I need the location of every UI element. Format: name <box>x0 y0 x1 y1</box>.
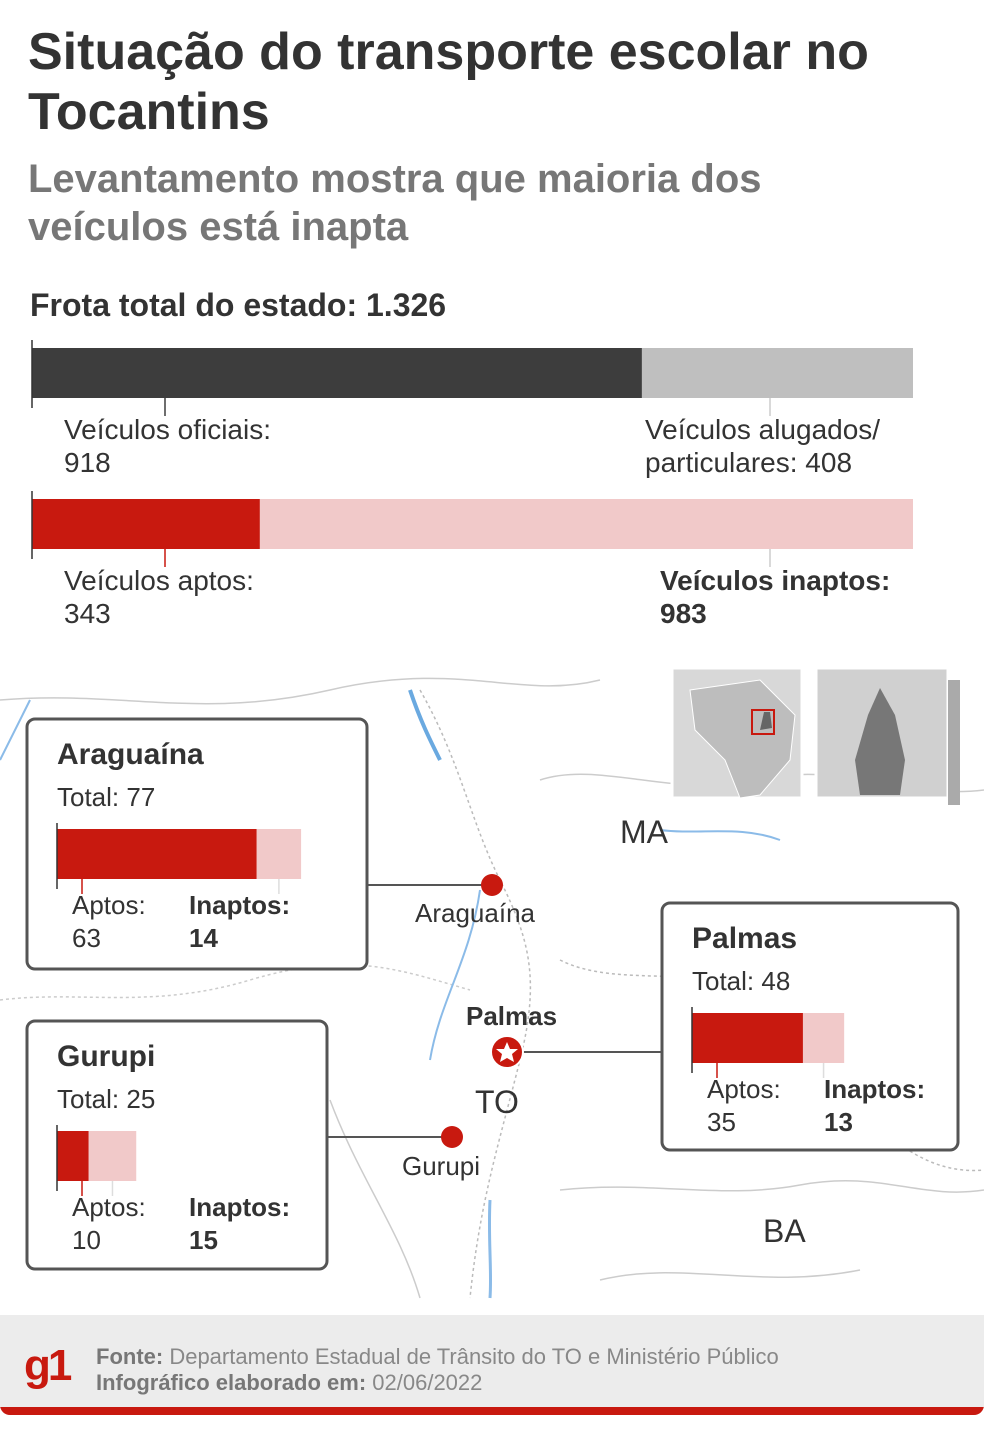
subtitle: Levantamento mostra que maioria dos veíc… <box>28 157 762 249</box>
city-box <box>25 1019 329 1271</box>
date-label: Infográfico elaborado em: <box>96 1370 366 1395</box>
segment-value: 983 <box>660 598 707 629</box>
logo: g1 <box>24 1341 72 1390</box>
city-name: Palmas <box>692 922 797 955</box>
aptos-label: Aptos: <box>72 890 146 920</box>
aptos-value: 10 <box>72 1225 101 1255</box>
footer-source: Fonte: Departamento Estadual de Trânsito… <box>96 1344 779 1369</box>
inaptos-label: Inaptos: <box>189 1192 290 1222</box>
capital-star <box>496 1042 518 1062</box>
fleet-bar-segment <box>259 499 914 549</box>
city-bar-inaptos <box>802 1013 845 1063</box>
fleet-label: Frota total do estado: 1.326 <box>30 287 446 323</box>
city-map-label: Araguaína <box>415 898 536 928</box>
locator-maps <box>670 666 960 805</box>
source-label: Fonte: <box>96 1344 163 1369</box>
city-total: Total: 48 <box>692 966 790 996</box>
city-marker <box>441 1126 463 1148</box>
segment-value: 918 <box>64 447 111 478</box>
city-bar-aptos <box>692 1013 803 1063</box>
total-label: Total: <box>57 1084 119 1114</box>
inaptos-label: Inaptos: <box>824 1074 925 1104</box>
segment-label: Veículos inaptos: <box>660 565 890 596</box>
inaptos-value: 14 <box>189 923 218 953</box>
source-text: Departamento Estadual de Trânsito do TO … <box>169 1344 778 1369</box>
total-label: Total: <box>692 966 754 996</box>
total-label: Total: <box>57 782 119 812</box>
city-marker <box>481 874 503 896</box>
segment-label-cont: particulares: 408 <box>645 447 852 478</box>
total-value: 25 <box>126 1084 155 1114</box>
inaptos-value: 13 <box>824 1107 853 1137</box>
segment-label: Veículos oficiais: <box>64 414 271 445</box>
city-name: Gurupi <box>57 1040 155 1073</box>
city-bar-aptos <box>57 829 257 879</box>
segment-label-text: Veículos alugados/ <box>645 414 880 445</box>
segment-label-text: particulares: <box>645 447 805 478</box>
title: Situação do transporte escolar no Tocant… <box>28 23 869 141</box>
city-bar-inaptos <box>88 1131 137 1181</box>
fleet-bar-segment <box>32 348 642 398</box>
map-region-label: BA <box>763 1213 806 1249</box>
city-map-label: Gurupi <box>402 1151 480 1181</box>
total-value: 77 <box>126 782 155 812</box>
city-map-label: Palmas <box>466 1001 557 1031</box>
inaptos-label: Inaptos: <box>189 890 290 920</box>
total-value: 48 <box>761 966 790 996</box>
segment-label: Veículos aptos: <box>64 565 254 596</box>
fleet-bar-segment <box>32 499 260 549</box>
segment-value: 343 <box>64 598 111 629</box>
aptos-value: 35 <box>707 1107 736 1137</box>
city-total: Total: 77 <box>57 782 155 812</box>
footer-date: Infográfico elaborado em: 02/06/2022 <box>96 1370 482 1395</box>
city-name: Araguaína <box>57 738 204 771</box>
footer <box>0 1315 984 1415</box>
aptos-label: Aptos: <box>72 1192 146 1222</box>
aptos-value: 63 <box>72 923 101 953</box>
aptos-label: Aptos: <box>707 1074 781 1104</box>
city-bar-aptos <box>57 1131 89 1181</box>
map-region-label: TO <box>475 1084 519 1120</box>
date-text: 02/06/2022 <box>372 1370 482 1395</box>
segment-value: 408 <box>805 447 852 478</box>
inaptos-value: 15 <box>189 1225 218 1255</box>
fleet-bar-segment <box>641 348 913 398</box>
city-total: Total: 25 <box>57 1084 155 1114</box>
segment-label: Veículos alugados/ <box>645 414 880 445</box>
city-bar-inaptos <box>256 829 302 879</box>
map-region-label: MA <box>620 814 669 850</box>
